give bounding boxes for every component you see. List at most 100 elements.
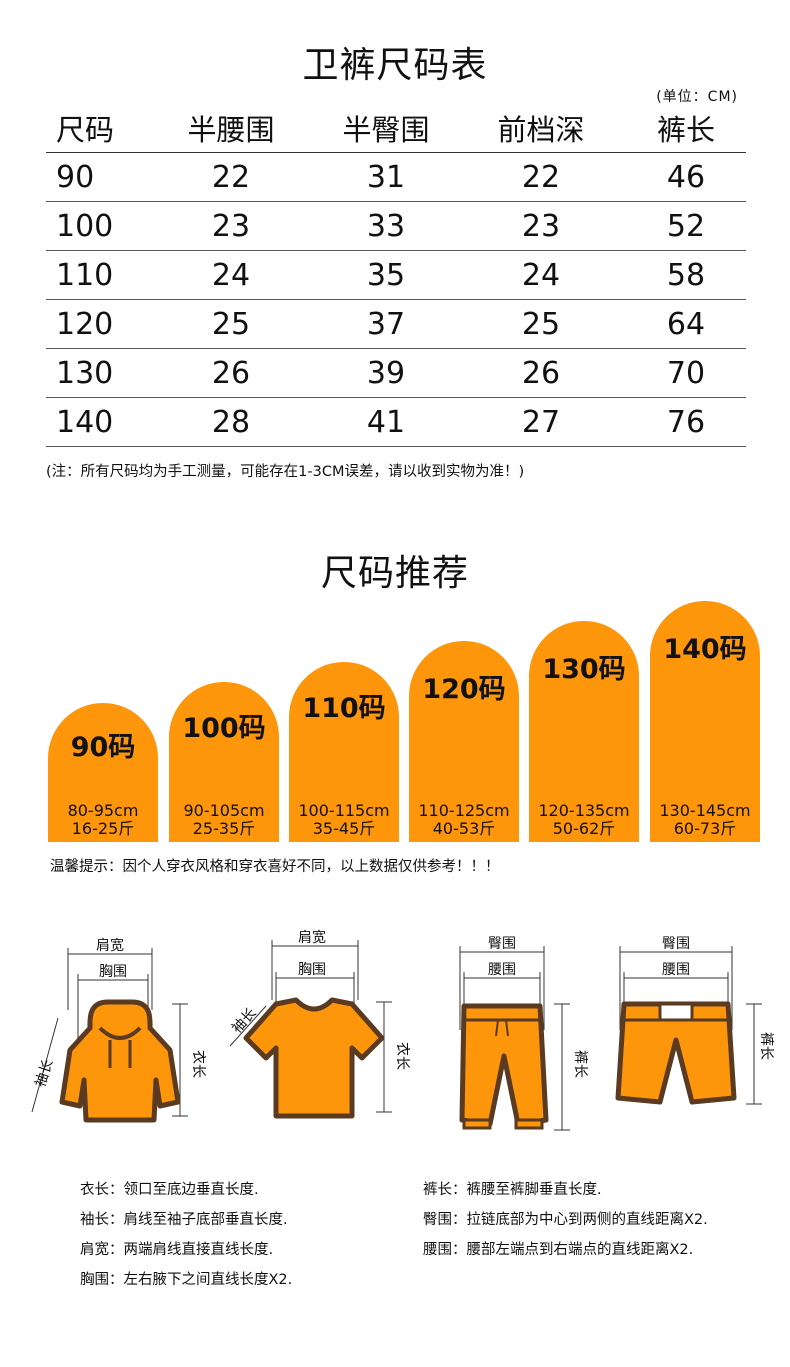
- table-cell: 64: [666, 307, 706, 342]
- table-cell: 22: [211, 160, 251, 195]
- definition-term: 胸围：: [80, 1272, 124, 1288]
- size-table-title: 卫裤尺码表: [302, 45, 488, 86]
- table-cell: 140: [56, 405, 114, 440]
- pants-waist-label: 腰围: [488, 962, 516, 978]
- table-cell: 35: [366, 258, 406, 293]
- table-header-row: 尺码 半腰围 半臀围 前档深 裤长: [46, 104, 746, 153]
- size-card-140: 140码 130-145cm 60-73斤: [650, 601, 760, 842]
- definition-term: 肩宽：: [80, 1242, 124, 1258]
- size-card-label: 140码: [663, 634, 747, 665]
- table-row: 100 23 33 23 52: [46, 202, 746, 251]
- size-card-label: 120码: [422, 674, 506, 705]
- hoodie-chest-label: 胸围: [99, 964, 127, 980]
- table-cell: 46: [666, 160, 706, 195]
- header-front-rise: 前档深: [497, 113, 585, 147]
- definition-item: 肩宽：两端肩线直接直线长度.: [80, 1238, 273, 1259]
- size-card-120: 120码 110-125cm 40-53斤: [409, 641, 519, 842]
- header-half-waist: 半腰围: [187, 113, 275, 147]
- tshirt-shoulder-label: 肩宽: [298, 929, 326, 946]
- shorts-hip-label: 臀围: [662, 936, 690, 952]
- header-half-hip: 半臀围: [342, 113, 430, 147]
- definition-item: 腰围：腰部左端点到右端点的直线距离X2.: [423, 1238, 693, 1259]
- table-row: 140 28 41 27 76: [46, 398, 746, 447]
- size-card-weight: 25-35斤: [192, 819, 256, 838]
- size-card-height: 130-145cm: [659, 801, 751, 820]
- size-card-weight: 35-45斤: [312, 819, 376, 838]
- header-pants-length: 裤长: [656, 113, 715, 147]
- table-cell: 52: [666, 209, 706, 244]
- definition-text: 肩线至袖子底部垂直长度.: [123, 1212, 288, 1228]
- shorts-waist-label: 腰围: [662, 962, 690, 978]
- size-card-height: 100-115cm: [298, 801, 390, 820]
- tshirt-length-label: 衣长: [394, 1042, 410, 1070]
- pants-icon: [459, 1003, 549, 1130]
- size-card-height: 90-105cm: [183, 801, 265, 820]
- tshirt-icon: [243, 997, 385, 1119]
- definition-term: 臀围：: [423, 1212, 467, 1228]
- table-cell: 23: [521, 209, 561, 244]
- definition-text: 腰部左端点到右端点的直线距离X2.: [466, 1242, 694, 1258]
- size-card-90: 90码 80-95cm 16-25斤: [48, 703, 158, 842]
- table-cell: 25: [211, 307, 251, 342]
- hoodie-sleeve-label: 袖长: [33, 1058, 57, 1090]
- table-cell: 25: [521, 307, 561, 342]
- table-cell: 26: [521, 356, 561, 391]
- table-cell: 70: [666, 356, 706, 391]
- header-size: 尺码: [56, 113, 115, 147]
- unit-label: (单位：CM): [656, 89, 738, 105]
- table-cell: 39: [366, 356, 406, 391]
- measurement-note: (注：所有尺码均为手工测量，可能存在1-3CM误差，请以收到实物为准！): [46, 464, 525, 480]
- pants-length-label: 裤长: [572, 1050, 588, 1078]
- table-cell: 22: [521, 160, 561, 195]
- table-cell: 41: [366, 405, 406, 440]
- definition-item: 袖长：肩线至袖子底部垂直长度.: [80, 1208, 288, 1229]
- hoodie-length-label: 衣长: [190, 1050, 206, 1078]
- table-cell: 100: [56, 209, 114, 244]
- table-cell: 24: [211, 258, 251, 293]
- table-cell: 33: [366, 209, 406, 244]
- definition-item: 衣长：领口至底边垂直长度.: [80, 1178, 259, 1199]
- definition-term: 衣长：: [80, 1182, 124, 1198]
- tshirt-chest-label: 胸围: [298, 962, 326, 978]
- size-card-label: 100码: [182, 713, 266, 744]
- definition-text: 两端肩线直接直线长度.: [123, 1242, 274, 1258]
- table-row: 90 22 31 22 46: [46, 153, 746, 202]
- table-cell: 23: [211, 209, 251, 244]
- pants-hip-label: 臀围: [488, 936, 516, 952]
- definition-term: 袖长：: [80, 1212, 124, 1228]
- size-card-height: 120-135cm: [538, 801, 630, 820]
- shorts-icon: [615, 1001, 737, 1105]
- size-card-height: 110-125cm: [418, 801, 510, 820]
- definition-text: 左右腋下之间直线长度X2.: [123, 1272, 293, 1288]
- measurement-diagrams: 肩宽 胸围 衣长 袖长 肩宽 胸围 衣长 袖长 臀围 腰围 裤长 臀围 腰围 裤…: [31, 929, 774, 1131]
- definition-text: 领口至底边垂直长度.: [123, 1182, 259, 1198]
- table-cell: 31: [366, 160, 406, 195]
- table-cell: 130: [56, 356, 114, 391]
- size-card-weight: 50-62斤: [552, 819, 616, 838]
- recommend-title: 尺码推荐: [320, 553, 469, 594]
- table-cell: 110: [56, 258, 114, 293]
- hoodie-shoulder-label: 肩宽: [96, 937, 124, 954]
- table-cell: 28: [211, 405, 251, 440]
- size-card-label: 110码: [302, 693, 386, 724]
- hoodie-icon: [59, 999, 181, 1123]
- shorts-length-label: 裤长: [758, 1032, 774, 1060]
- definition-text: 拉链底部为中心到两侧的直线距离X2.: [466, 1212, 708, 1228]
- definition-item: 胸围：左右腋下之间直线长度X2.: [80, 1268, 292, 1289]
- table-cell: 24: [521, 258, 561, 293]
- definition-term: 腰围：: [423, 1242, 467, 1258]
- table-cell: 120: [56, 307, 114, 342]
- definition-item: 裤长：裤腰至裤脚垂直长度.: [423, 1178, 602, 1199]
- table-cell: 58: [666, 258, 706, 293]
- size-card-weight: 16-25斤: [71, 819, 135, 838]
- definition-item: 臀围：拉链底部为中心到两侧的直线距离X2.: [423, 1208, 708, 1229]
- table-cell: 76: [666, 405, 706, 440]
- size-card-110: 110码 100-115cm 35-45斤: [289, 662, 399, 842]
- table-row: 120 25 37 25 64: [46, 300, 746, 349]
- size-card-weight: 40-53斤: [432, 819, 496, 838]
- table-row: 130 26 39 26 70: [46, 349, 746, 398]
- size-card-100: 100码 90-105cm 25-35斤: [169, 682, 279, 842]
- size-card-label: 130码: [542, 654, 626, 685]
- size-card-130: 130码 120-135cm 50-62斤: [529, 621, 639, 842]
- size-table: 尺码 半腰围 半臀围 前档深 裤长 90 22 31 22 46 100 23 …: [46, 104, 746, 447]
